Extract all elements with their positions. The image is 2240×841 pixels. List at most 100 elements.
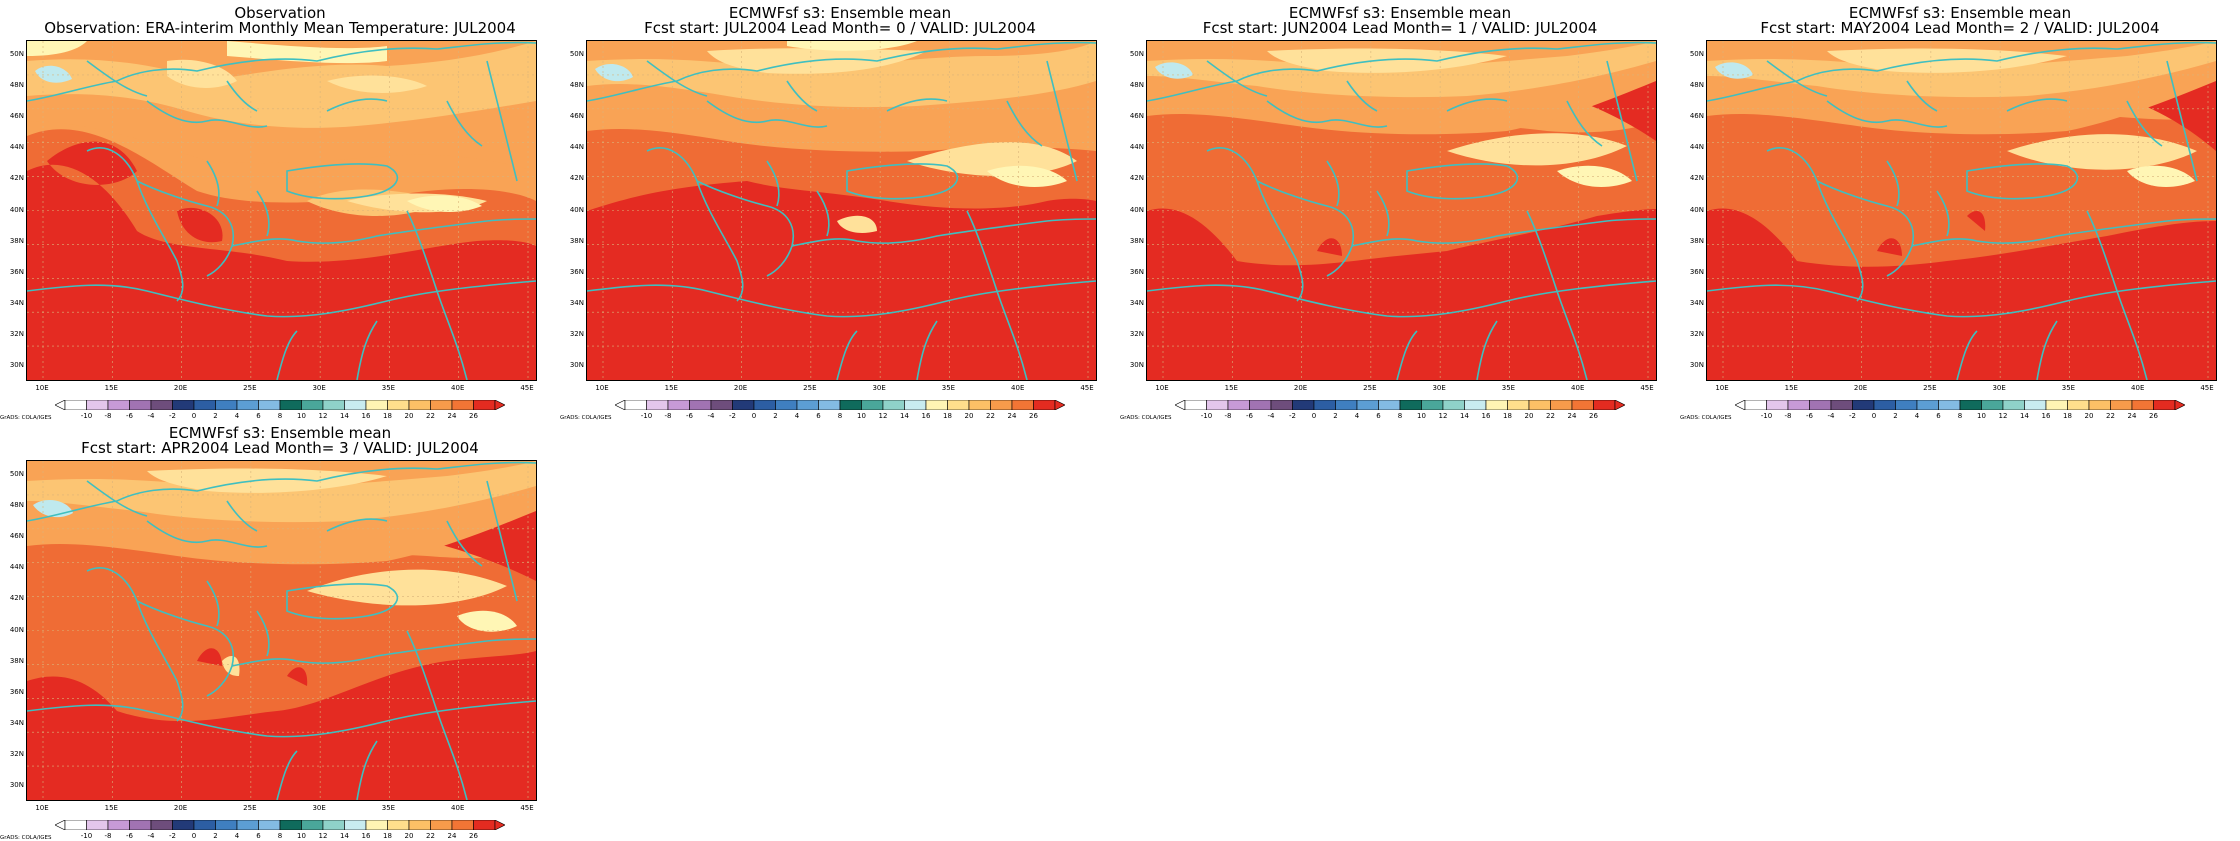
coastline bbox=[1206, 147, 1304, 302]
latitude-label: 42N bbox=[9, 594, 24, 603]
panel-title: ECMWFsf s3: Ensemble mean bbox=[1288, 4, 1512, 22]
panel-subtitle: Fcst start: JUL2004 Lead Month= 0 / VALI… bbox=[644, 19, 1036, 37]
coastline bbox=[286, 163, 399, 200]
colorbar-swatch bbox=[861, 400, 884, 410]
grads-credit: GrADS: COLA/IGES bbox=[0, 835, 52, 841]
colorbar-swatch bbox=[1830, 400, 1853, 410]
colorbar bbox=[615, 400, 1065, 410]
map-panel: ECMWFsf s3: Ensemble mean Fcst start: MA… bbox=[1680, 0, 2240, 421]
longitude-label: 10E bbox=[1155, 384, 1169, 392]
temperature-contour-18 bbox=[787, 41, 1067, 187]
colorbar-tick-label: 26 bbox=[469, 412, 478, 420]
coastline bbox=[1526, 210, 1588, 380]
coastline bbox=[136, 600, 234, 697]
temperature-contour-28 bbox=[1147, 51, 1656, 380]
colorbar-tick-label: 12 bbox=[878, 412, 888, 420]
temperature-contour-28 bbox=[1707, 51, 2216, 380]
colorbar-tick-label: 14 bbox=[340, 412, 349, 420]
temperature-contour-28 bbox=[27, 501, 536, 800]
panel-title: Observation bbox=[234, 4, 326, 22]
colorbar-tick-label: -6 bbox=[686, 412, 693, 420]
longitude-label: 25E bbox=[803, 384, 817, 392]
colorbar-swatch bbox=[2067, 400, 2090, 410]
map-panel: ECMWFsf s3: Ensemble mean Fcst start: JU… bbox=[1120, 0, 1680, 421]
colorbar-swatch bbox=[732, 400, 755, 410]
colorbar-tick-label: 18 bbox=[383, 832, 392, 840]
latitude-label: 34N bbox=[9, 298, 24, 307]
colorbar-swatch bbox=[1787, 400, 1810, 410]
colorbar-swatch bbox=[1011, 400, 1034, 410]
colorbar-tick-label: 14 bbox=[900, 412, 909, 420]
longitude-label: 20E bbox=[173, 384, 188, 392]
colorbar-tick-label: -8 bbox=[1224, 412, 1232, 420]
latitude-label: 32N bbox=[9, 329, 24, 338]
colorbar-swatch bbox=[1938, 400, 1961, 410]
colorbar-swatch bbox=[2024, 400, 2047, 410]
colorbar-tick-label: 14 bbox=[2020, 412, 2029, 420]
coastline bbox=[1886, 160, 1950, 237]
colorbar-swatch bbox=[107, 820, 130, 830]
colorbar-tick-label: -2 bbox=[169, 412, 176, 420]
latitude-label: 50N bbox=[569, 50, 584, 58]
colorbar-swatch bbox=[882, 400, 905, 410]
colorbar-swatch bbox=[1399, 400, 1422, 410]
coastline bbox=[146, 98, 388, 128]
colorbar-swatch bbox=[1528, 400, 1551, 410]
grads-credit: GrADS: COLA/IGES bbox=[1120, 415, 1172, 421]
panel-title: ECMWFsf s3: Ensemble mean bbox=[168, 424, 392, 442]
latitude-label: 48N bbox=[569, 81, 584, 90]
latitude-label: 50N bbox=[9, 470, 24, 478]
colorbar-tick-label: 16 bbox=[361, 412, 371, 420]
colorbar-swatch bbox=[2110, 400, 2133, 410]
temperature-contour-20 bbox=[147, 468, 507, 676]
coastline bbox=[27, 41, 536, 102]
latitude-label: 46N bbox=[569, 112, 584, 121]
temperature-contour-20 bbox=[1827, 48, 2197, 170]
coastline bbox=[286, 583, 399, 620]
longitude-label: 25E bbox=[1923, 384, 1937, 392]
coastline bbox=[86, 567, 184, 722]
colorbar-tick-label: 6 bbox=[1936, 412, 1941, 420]
colorbar-tick-label: 12 bbox=[1438, 412, 1448, 420]
colorbar-swatch bbox=[1421, 400, 1444, 410]
longitude-label: 40E bbox=[1011, 384, 1025, 392]
colorbar-tick-label: 8 bbox=[837, 412, 843, 420]
latitude-label: 36N bbox=[1129, 267, 1144, 276]
colorbar-swatch bbox=[796, 400, 819, 410]
colorbar bbox=[1735, 400, 2185, 410]
longitude-label: 40E bbox=[1571, 384, 1585, 392]
colorbar-swatch bbox=[258, 400, 281, 410]
colorbar-swatch bbox=[408, 400, 431, 410]
colorbar-swatch bbox=[1206, 400, 1229, 410]
longitude-label: 45E bbox=[520, 804, 534, 812]
colorbar-swatch bbox=[1356, 400, 1379, 410]
coastline bbox=[406, 630, 468, 800]
coastline bbox=[276, 740, 378, 800]
colorbar-swatch bbox=[129, 820, 152, 830]
colorbar-tick-label: 4 bbox=[234, 832, 240, 840]
coastline bbox=[231, 638, 536, 667]
colorbar-swatch bbox=[451, 820, 474, 830]
latitude-label: 34N bbox=[1689, 298, 1704, 307]
coastline bbox=[231, 218, 536, 247]
longitude-label: 10E bbox=[35, 384, 49, 392]
colorbar-tick-label: -6 bbox=[126, 832, 133, 840]
temperature-map bbox=[1146, 40, 1657, 381]
colorbar-swatch bbox=[1335, 400, 1358, 410]
colorbar-tick-label: -2 bbox=[169, 832, 176, 840]
colorbar-swatch bbox=[64, 820, 87, 830]
latitude-label: 36N bbox=[9, 687, 24, 696]
longitude-label: 20E bbox=[173, 804, 188, 812]
latitude-label: 38N bbox=[1689, 236, 1704, 245]
map-panel: Observation Observation: ERA-interim Mon… bbox=[0, 0, 560, 421]
colorbar-tick-label: -6 bbox=[126, 412, 133, 420]
coastline bbox=[206, 580, 270, 657]
temperature-map bbox=[586, 40, 1097, 381]
colorbar-swatch bbox=[1485, 400, 1508, 410]
temperature-contour-18 bbox=[2127, 165, 2195, 187]
coastline bbox=[587, 41, 1096, 102]
colorbar-swatch bbox=[646, 400, 669, 410]
latitude-label: 38N bbox=[569, 236, 584, 245]
temperature-map bbox=[26, 40, 537, 381]
longitude-label: 35E bbox=[381, 804, 396, 812]
